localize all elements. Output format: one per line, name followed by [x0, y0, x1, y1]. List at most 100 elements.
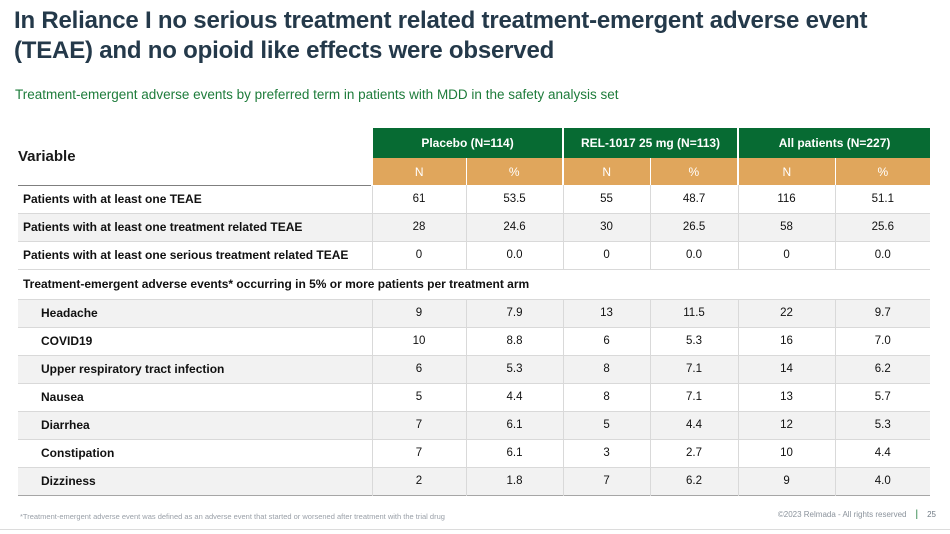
- cell-value: 26.5: [649, 213, 739, 241]
- cell-value: 7.0: [834, 327, 931, 355]
- cell-value: 0.0: [465, 241, 564, 269]
- cell-value: 8.8: [465, 327, 564, 355]
- variable-column-header: Variable: [18, 128, 372, 186]
- group-header-rel1017: REL-1017 25 mg (N=113): [562, 128, 739, 158]
- cell-value: 24.6: [465, 213, 564, 241]
- row-label: Upper respiratory tract infection: [41, 362, 225, 376]
- cell-value: 116: [737, 185, 836, 213]
- row-label: Patients with at least one serious treat…: [23, 248, 349, 262]
- cell-value: 7.1: [649, 355, 739, 383]
- cell-value: 6.1: [465, 439, 564, 467]
- row-label: Patients with at least one TEAE: [23, 192, 202, 206]
- cell-value: 14: [737, 355, 836, 383]
- table-row: Dizziness 2 1.8 7 6.2 9 4.0: [18, 467, 931, 495]
- cell-value: 8: [562, 355, 651, 383]
- cell-value: 9: [371, 299, 466, 327]
- copyright-text: ©2023 Relmada - All rights reserved: [777, 510, 907, 519]
- cell-value: 28: [371, 213, 466, 241]
- cell-value: 7: [371, 439, 466, 467]
- cell-value: 13: [562, 299, 651, 327]
- table-row: Patients with at least one serious treat…: [18, 241, 931, 269]
- cell-value: 9.7: [834, 299, 931, 327]
- cell-value: 5: [371, 383, 466, 411]
- cell-value: 5.3: [465, 355, 564, 383]
- cell-value: 53.5: [465, 185, 564, 213]
- cell-value: 2.7: [649, 439, 739, 467]
- row-label: Constipation: [41, 446, 115, 460]
- table-row: Patients with at least one TEAE 61 53.5 …: [18, 185, 931, 213]
- subheader-n: N: [562, 158, 651, 185]
- table-row: Nausea 5 4.4 8 7.1 13 5.7: [18, 383, 931, 411]
- subheader-pct: %: [465, 158, 564, 185]
- table-section-header-row: Treatment-emergent adverse events* occur…: [18, 269, 931, 299]
- cell-value: 22: [737, 299, 836, 327]
- cell-value: 8: [562, 383, 651, 411]
- cell-value: 0: [562, 241, 651, 269]
- row-label: Patients with at least one treatment rel…: [23, 220, 303, 234]
- cell-value: 4.0: [834, 467, 931, 495]
- subheader-n: N: [371, 158, 466, 185]
- slide-title: In Reliance I no serious treatment relat…: [14, 7, 868, 64]
- cell-value: 12: [737, 411, 836, 439]
- cell-value: 51.1: [834, 185, 931, 213]
- teae-table: Variable Placebo (N=114) REL-1017 25 mg …: [18, 128, 931, 496]
- cell-value: 6.1: [465, 411, 564, 439]
- cell-value: 48.7: [649, 185, 739, 213]
- cell-value: 61: [371, 185, 466, 213]
- cell-value: 0.0: [649, 241, 739, 269]
- row-label: COVID19: [41, 334, 93, 348]
- cell-value: 16: [737, 327, 836, 355]
- table-row: COVID19 10 8.8 6 5.3 16 7.0: [18, 327, 931, 355]
- group-header-placebo: Placebo (N=114): [370, 128, 564, 158]
- cell-value: 10: [737, 439, 836, 467]
- cell-value: 4.4: [465, 383, 564, 411]
- cell-value: 7.1: [649, 383, 739, 411]
- row-label: Nausea: [41, 390, 84, 404]
- cell-value: 4.4: [834, 439, 931, 467]
- cell-value: 25.6: [834, 213, 931, 241]
- cell-value: 10: [371, 327, 466, 355]
- slide-bottom-divider: [0, 529, 950, 530]
- cell-value: 6.2: [834, 355, 931, 383]
- cell-value: 6.2: [649, 467, 739, 495]
- cell-value: 5.3: [649, 327, 739, 355]
- cell-value: 7.9: [465, 299, 564, 327]
- cell-value: 9: [737, 467, 836, 495]
- row-label: Diarrhea: [41, 418, 90, 432]
- cell-value: 30: [562, 213, 651, 241]
- cell-value: 0: [371, 241, 466, 269]
- cell-value: 5: [562, 411, 651, 439]
- cell-value: 7: [371, 411, 466, 439]
- footer-separator: |: [915, 509, 919, 520]
- group-header-row: Variable Placebo (N=114) REL-1017 25 mg …: [18, 128, 931, 186]
- footer-right: ©2023 Relmada - All rights reserved | 25: [778, 509, 936, 520]
- table-row: Upper respiratory tract infection 6 5.3 …: [18, 355, 931, 383]
- cell-value: 5.3: [834, 411, 931, 439]
- cell-value: 0.0: [834, 241, 931, 269]
- subheader-row: N % N % N %: [18, 158, 931, 185]
- table-row: Headache 9 7.9 13 11.5 22 9.7: [18, 299, 931, 327]
- row-label: Headache: [41, 306, 98, 320]
- cell-value: 13: [737, 383, 836, 411]
- cell-value: 5.7: [834, 383, 931, 411]
- cell-value: 6: [562, 327, 651, 355]
- row-label: Dizziness: [41, 474, 96, 488]
- subheader-pct: %: [834, 158, 931, 185]
- group-header-all-patients: All patients (N=227): [737, 128, 931, 158]
- table-row: Patients with at least one treatment rel…: [18, 213, 931, 241]
- subheader-pct: %: [649, 158, 739, 185]
- page-number: 25: [927, 510, 936, 519]
- cell-value: 1.8: [465, 467, 564, 495]
- footnote: *Treatment-emergent adverse event was de…: [20, 512, 445, 521]
- cell-value: 0: [737, 241, 836, 269]
- cell-value: 2: [371, 467, 466, 495]
- cell-value: 11.5: [649, 299, 739, 327]
- cell-value: 3: [562, 439, 651, 467]
- table-row: Constipation 7 6.1 3 2.7 10 4.4: [18, 439, 931, 467]
- cell-value: 55: [562, 185, 651, 213]
- cell-value: 4.4: [649, 411, 739, 439]
- cell-value: 58: [737, 213, 836, 241]
- table-row: Diarrhea 7 6.1 5 4.4 12 5.3: [18, 411, 931, 439]
- cell-value: 7: [562, 467, 651, 495]
